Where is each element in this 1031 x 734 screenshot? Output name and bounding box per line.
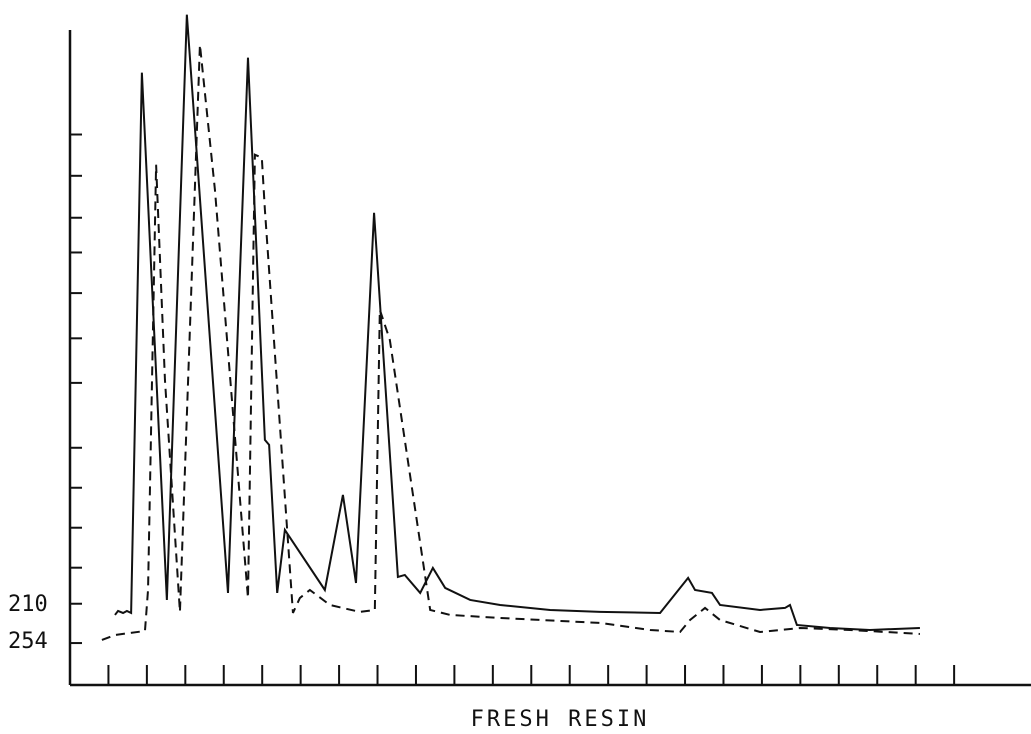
trace-line	[101, 44, 920, 641]
series-label: 254	[8, 629, 48, 654]
series-label: 210	[8, 592, 48, 617]
x-axis-label: FRESH RESIN	[471, 707, 650, 732]
trace-line	[114, 14, 920, 631]
